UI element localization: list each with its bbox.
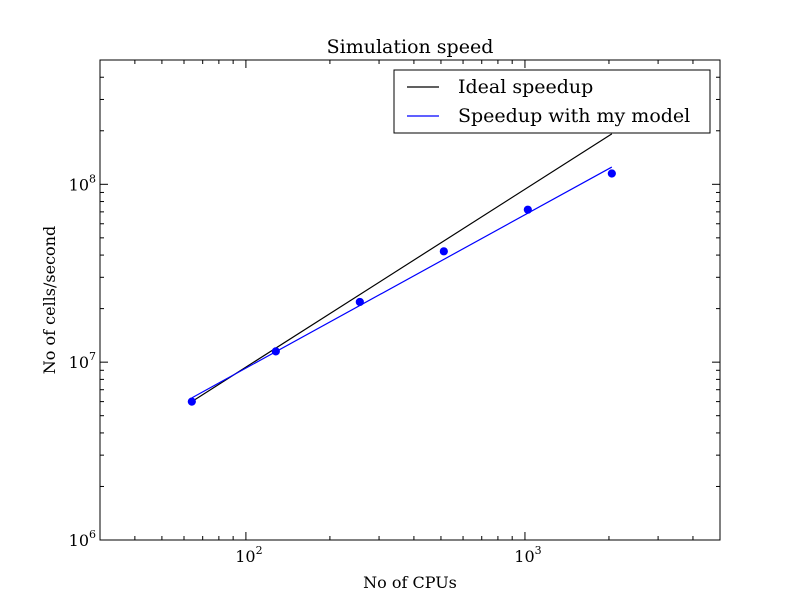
y-tick-label: 108	[69, 172, 96, 194]
plot-area	[99, 59, 721, 541]
x-tick-label: 103	[514, 544, 541, 566]
data-point	[187, 397, 196, 406]
chart-title: Simulation speed	[327, 36, 494, 58]
x-axis-label: No of CPUs	[363, 573, 457, 592]
legend-label-ideal-speedup: Ideal speedup	[458, 76, 593, 98]
series-line-1	[191, 166, 613, 399]
legend: Ideal speedup Speedup with my model	[393, 69, 711, 134]
data-point	[355, 297, 364, 307]
x-tick-label: 102	[235, 544, 262, 566]
y-axis-label: No of cells/second	[40, 226, 59, 374]
data-point	[523, 205, 532, 214]
y-tick-label: 107	[69, 350, 96, 372]
plot-frame	[99, 59, 721, 541]
legend-frame	[393, 69, 711, 134]
legend-label-my-model: Speedup with my model	[458, 105, 690, 127]
series-line-0	[191, 133, 613, 403]
tick-labels: 102 103 106 107 108	[69, 172, 542, 566]
data-point	[439, 247, 448, 256]
y-tick-label: 106	[69, 528, 96, 550]
data-point	[607, 169, 616, 178]
data-point	[271, 347, 280, 356]
ticks-layer	[99, 59, 721, 541]
series-layer	[187, 133, 616, 406]
